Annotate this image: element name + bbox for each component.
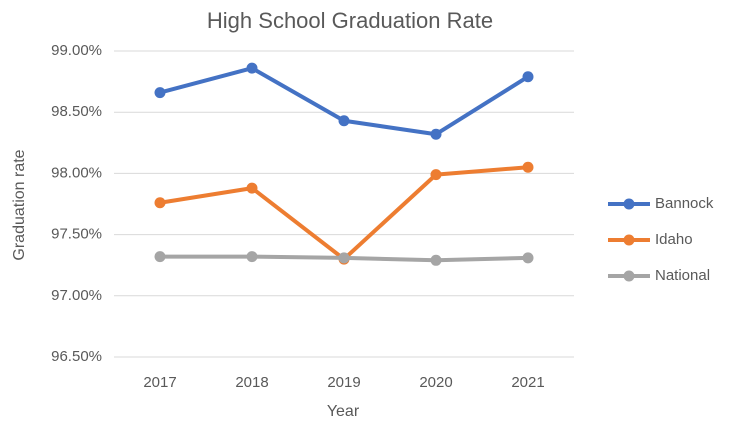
data-point — [338, 115, 350, 127]
y-tick-label: 99.00% — [51, 42, 102, 59]
chart-title: High School Graduation Rate — [207, 8, 493, 33]
series-line — [159, 165, 529, 262]
y-tick-label: 96.50% — [51, 348, 102, 365]
data-point — [246, 62, 258, 74]
data-point — [338, 252, 350, 264]
x-tick-label: 2017 — [143, 374, 176, 391]
data-point — [522, 161, 534, 173]
x-tick-label: 2019 — [327, 374, 360, 391]
data-point — [154, 197, 166, 209]
y-tick-label: 98.00% — [51, 164, 102, 181]
data-point — [154, 87, 166, 99]
legend-marker — [623, 270, 635, 282]
legend-label: National — [655, 267, 710, 284]
data-point — [246, 182, 258, 194]
y-tick-label: 98.50% — [51, 103, 102, 120]
legend-label: Idaho — [655, 231, 693, 248]
data-point — [430, 128, 442, 140]
data-point — [522, 71, 534, 83]
data-point — [430, 254, 442, 266]
y-tick-label: 97.00% — [51, 287, 102, 304]
data-point — [430, 169, 442, 181]
legend-marker — [623, 198, 635, 210]
x-tick-label: 2020 — [419, 374, 452, 391]
x-axis-label: Year — [327, 403, 360, 420]
x-tick-label: 2018 — [235, 374, 268, 391]
data-point — [522, 252, 534, 264]
y-tick-label: 97.50% — [51, 226, 102, 243]
legend-label: Bannock — [655, 195, 714, 212]
data-point — [154, 251, 166, 263]
data-point — [246, 251, 258, 263]
y-axis-label: Graduation rate — [11, 149, 28, 260]
legend-marker — [623, 234, 635, 246]
x-tick-label: 2021 — [511, 374, 544, 391]
